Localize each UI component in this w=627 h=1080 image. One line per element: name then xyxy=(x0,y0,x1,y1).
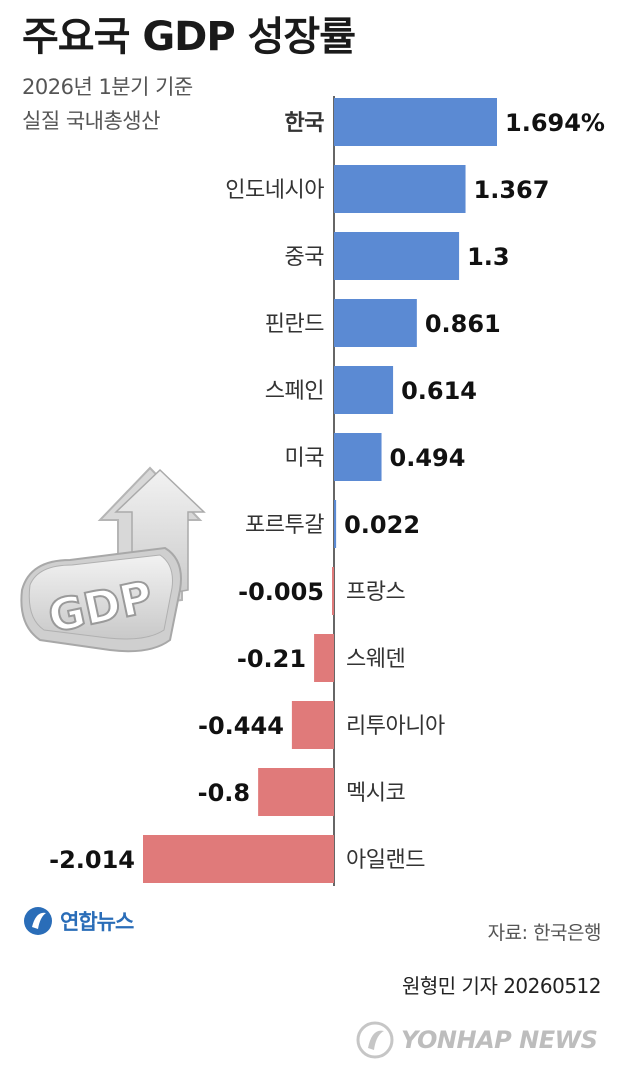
chart-title: 주요국 GDP 성장률 xyxy=(22,14,356,60)
bar-10 xyxy=(291,701,334,749)
category-label-12: 아일랜드 xyxy=(346,848,425,873)
category-label-10: 리투아니아 xyxy=(346,714,445,739)
value-label-10: -0.444 xyxy=(198,712,284,740)
value-label-5: 0.614 xyxy=(401,377,477,405)
bar-12 xyxy=(143,835,334,883)
bar-11 xyxy=(258,768,334,816)
category-label-11: 멕시코 xyxy=(346,781,405,806)
yonhap-logo: 연합뉴스 xyxy=(22,905,134,937)
category-label-6: 미국 xyxy=(285,446,325,471)
value-label-12: -2.014 xyxy=(49,846,135,874)
category-label-1: 한국 xyxy=(285,111,325,136)
watermark: YONHAP NEWS xyxy=(355,1020,598,1060)
category-label-9: 스웨덴 xyxy=(346,647,405,672)
bar-6 xyxy=(334,433,382,481)
bar-7 xyxy=(334,500,337,548)
bar-3 xyxy=(334,232,460,280)
logo-text: 연합뉴스 xyxy=(60,910,134,934)
value-label-8: -0.005 xyxy=(238,578,324,606)
watermark-text: YONHAP NEWS xyxy=(401,1026,598,1054)
subtitle-line-1: 2026년 1분기 기준 xyxy=(22,75,193,99)
value-label-1: 1.694% xyxy=(505,109,605,137)
bar-4 xyxy=(334,299,417,347)
value-label-6: 0.494 xyxy=(390,444,466,472)
byline: 원형민 기자 20260512 xyxy=(401,974,602,998)
bar-1 xyxy=(334,98,497,146)
yonhap-logo-icon xyxy=(24,907,52,935)
chart-subtitle: 2026년 1분기 기준 실질 국내총생산 xyxy=(22,70,193,138)
bar-2 xyxy=(334,165,466,213)
bar-5 xyxy=(334,366,394,414)
bar-chart: GDP 한국 1.694% 인도네시아 1.367 중국 1.3 핀란드 0.861 스페인 0.… xyxy=(20,96,605,886)
category-label-5: 스페인 xyxy=(265,379,324,404)
subtitle-line-2: 실질 국내총생산 xyxy=(22,109,160,133)
gdp-arrow-illustration: GDP xyxy=(20,466,206,653)
category-label-4: 핀란드 xyxy=(265,312,324,337)
category-label-3: 중국 xyxy=(285,245,325,270)
value-label-9: -0.21 xyxy=(237,645,306,673)
value-label-11: -0.8 xyxy=(198,779,250,807)
category-label-2: 인도네시아 xyxy=(225,178,324,203)
category-label-7: 포르투갈 xyxy=(245,513,324,538)
category-label-8: 프랑스 xyxy=(346,580,405,605)
value-label-7: 0.022 xyxy=(344,511,420,539)
bar-8 xyxy=(332,567,334,615)
value-label-4: 0.861 xyxy=(425,310,501,338)
value-label-3: 1.3 xyxy=(467,243,510,271)
bar-9 xyxy=(314,634,334,682)
source-note: 자료: 한국은행 xyxy=(487,922,602,944)
value-label-2: 1.367 xyxy=(474,176,550,204)
yonhap-watermark-icon xyxy=(356,1021,394,1059)
